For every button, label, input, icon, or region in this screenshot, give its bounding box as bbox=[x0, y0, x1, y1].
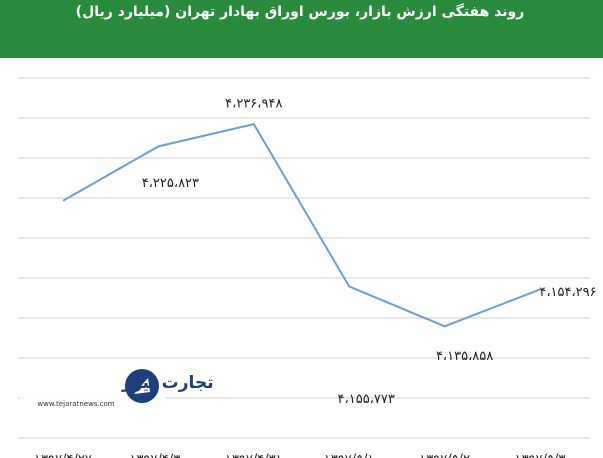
header-bar bbox=[0, 0, 603, 58]
data-label: ۴،۲۳۶،۹۴۸ bbox=[225, 97, 282, 112]
logo-arrow bbox=[134, 378, 150, 394]
x-tick-label: ۱۳۹۷/۴/۳۰ bbox=[130, 453, 188, 458]
x-tick-label: ۱۳۹۷/۵/۲ bbox=[419, 453, 470, 458]
logo: تجارت نیوز www.tejaratnews.com bbox=[20, 364, 214, 410]
x-tick-label: ۱۳۹۷/۴/۳۱ bbox=[225, 453, 283, 458]
chart-title: روند هفتگی ارزش بازار، بورس اوراق بهادار… bbox=[76, 3, 525, 20]
data-label: ۴،۱۵۴،۲۹۶ bbox=[539, 285, 596, 300]
data-label: ۴،۱۵۵،۷۷۳ bbox=[338, 392, 395, 407]
data-label: ۴،۲۲۵،۸۲۳ bbox=[142, 176, 199, 191]
x-tick-label: ۱۳۹۷/۴/۲۷ bbox=[34, 453, 92, 458]
line bbox=[62, 122, 541, 328]
data-label: ۴،۱۳۵،۸۵۸ bbox=[436, 349, 493, 364]
x-tick-label: ۱۳۹۷/۵/۱ bbox=[324, 453, 375, 458]
x-tick-label: ۱۳۹۷/۵/۳ bbox=[515, 453, 566, 458]
logo-url: www.tejaratnews.com bbox=[37, 400, 114, 408]
logo-text: تجارت نیوز bbox=[121, 373, 214, 393]
